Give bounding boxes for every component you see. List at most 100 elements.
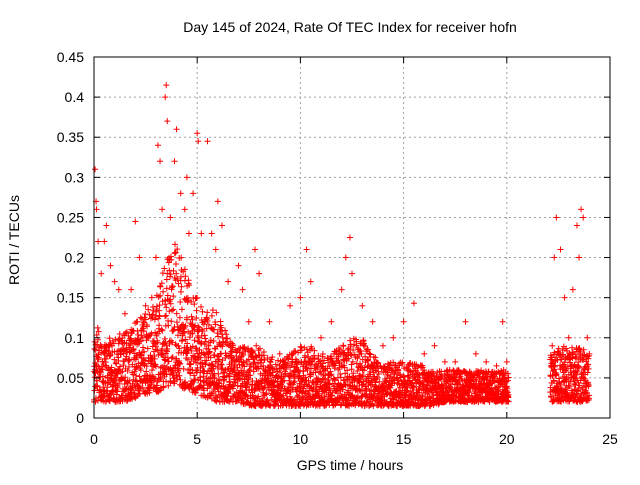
data-point-peak [452, 358, 459, 365]
data-point [391, 379, 398, 386]
data-point [580, 346, 587, 353]
data-point [159, 270, 166, 277]
data-point [152, 363, 159, 370]
data-point [117, 369, 124, 376]
data-point-peak [183, 174, 190, 181]
data-point [200, 387, 207, 394]
data-point [178, 283, 185, 290]
data-point [412, 367, 419, 374]
data-point [553, 371, 560, 378]
data-point [395, 367, 402, 374]
data-point [169, 339, 176, 346]
data-point [585, 382, 592, 389]
data-point [140, 328, 147, 335]
data-point [265, 401, 272, 408]
data-point [484, 373, 491, 380]
data-point-peak [173, 126, 180, 133]
y-axis-label: ROTI / TECUs [6, 195, 22, 285]
data-point [317, 384, 324, 391]
data-point [314, 364, 321, 371]
data-point [102, 355, 109, 362]
data-point [375, 371, 382, 377]
data-point [562, 376, 569, 383]
data-point [156, 322, 163, 329]
data-point-peak [390, 334, 397, 341]
data-point [181, 329, 188, 336]
data-point [354, 355, 361, 362]
data-point [156, 312, 163, 319]
data-point-peak [195, 138, 202, 145]
data-point [215, 388, 222, 395]
data-point [319, 351, 326, 358]
x-tick-label: 0 [90, 431, 98, 447]
data-point-peak [553, 214, 560, 221]
data-point [177, 273, 184, 280]
data-point [419, 364, 426, 371]
data-point [438, 373, 445, 380]
data-point [206, 348, 213, 355]
data-point [185, 328, 192, 335]
data-point-peak [218, 222, 225, 229]
data-point-peak [342, 254, 349, 261]
data-point [165, 382, 172, 389]
data-point-peak [584, 334, 591, 341]
data-point-peak [551, 254, 558, 261]
ticks-layer: 0 0.05 0.1 0.15 0.2 0.25 0.3 0.35 0.4 0.45 0 5 10 15 2… [57, 49, 618, 447]
data-point [124, 397, 131, 404]
points-layer [91, 82, 593, 409]
data-point [319, 376, 326, 383]
data-point [585, 355, 592, 362]
data-point [93, 377, 100, 384]
data-point-peak [483, 358, 490, 365]
data-point [348, 352, 355, 359]
data-point [332, 362, 339, 369]
data-point [207, 337, 214, 344]
data-point [123, 328, 130, 335]
data-point [255, 347, 262, 354]
data-point [226, 378, 233, 385]
data-point [237, 383, 244, 390]
data-point [177, 376, 184, 383]
data-point-peak [565, 334, 572, 341]
data-point-peak [235, 262, 242, 269]
data-point [155, 293, 162, 300]
data-point [201, 341, 208, 348]
data-point [260, 386, 267, 393]
data-point [375, 359, 382, 366]
data-point [281, 385, 288, 392]
y-tick-label: 0.35 [57, 129, 84, 145]
data-point [194, 294, 201, 301]
data-point [152, 375, 159, 382]
data-point-peak [328, 318, 335, 325]
data-point [396, 381, 403, 388]
data-point-peak [107, 262, 114, 269]
data-point-peak [303, 246, 310, 253]
data-point [175, 280, 182, 287]
data-point-peak [128, 286, 135, 293]
data-point [285, 355, 292, 362]
data-point-peak [167, 214, 174, 221]
data-point [218, 361, 225, 368]
data-point [438, 368, 445, 375]
data-point [143, 363, 150, 370]
data-point [202, 335, 209, 342]
data-point [482, 388, 489, 395]
data-point [574, 368, 581, 375]
data-point [397, 374, 404, 381]
data-point-peak [421, 350, 428, 357]
data-point [152, 329, 159, 336]
data-point [162, 339, 169, 346]
data-point [181, 266, 188, 273]
data-point [114, 371, 121, 378]
data-point [254, 360, 261, 367]
data-point [505, 398, 512, 405]
data-point [358, 362, 365, 369]
data-point [579, 386, 586, 393]
data-point [212, 321, 219, 328]
data-point [360, 340, 367, 347]
data-point [144, 345, 151, 352]
data-point [188, 313, 195, 320]
data-point [93, 332, 100, 339]
data-point [150, 307, 157, 314]
data-point [405, 373, 412, 380]
